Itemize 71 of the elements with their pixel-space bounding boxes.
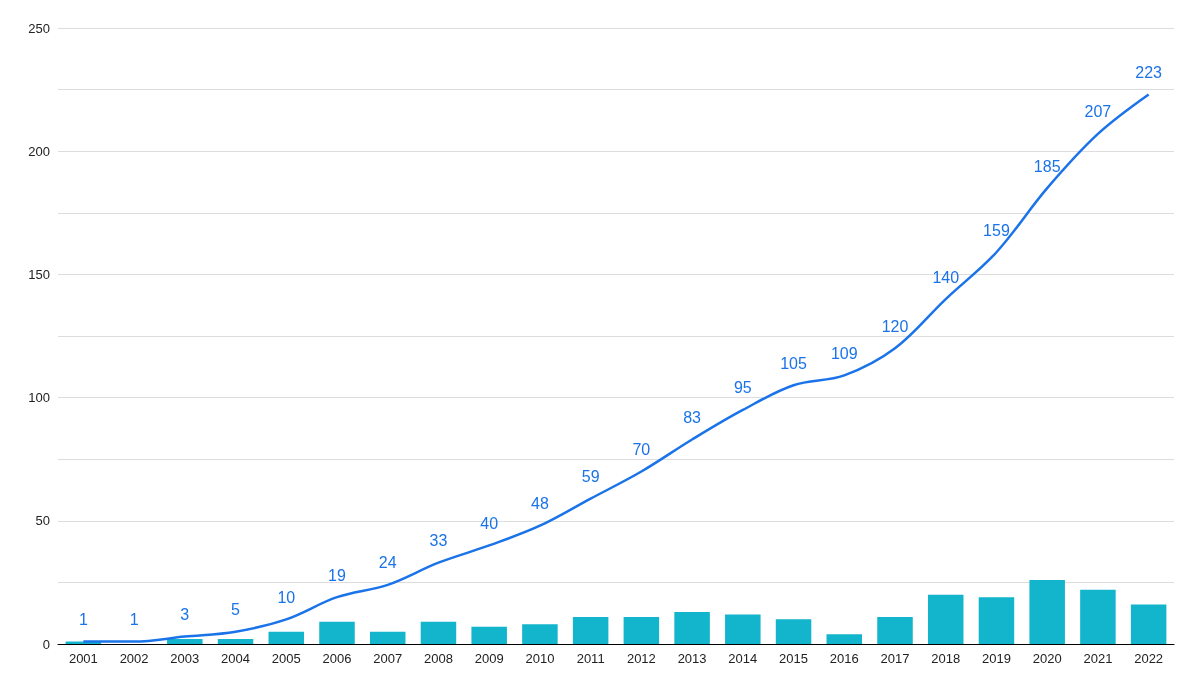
x-tick-label: 2014: [728, 651, 758, 666]
data-label: 33: [429, 532, 448, 550]
bar: [572, 616, 609, 644]
x-tick-label: 2006: [322, 651, 352, 666]
bar: [877, 616, 913, 644]
data-label: 59: [581, 468, 600, 486]
x-tick-label: 2004: [221, 651, 251, 666]
data-label: 3: [180, 606, 190, 624]
data-label: 40: [480, 514, 499, 532]
bar: [1130, 604, 1167, 644]
x-tick-label: 2021: [1083, 651, 1113, 666]
data-label: 95: [733, 379, 752, 397]
bar: [826, 634, 863, 644]
y-tick-label: 200: [28, 143, 50, 159]
bar: [420, 621, 457, 644]
data-label: 5: [231, 601, 241, 619]
x-tick-label: 2017: [880, 651, 910, 666]
data-label: 223: [1135, 64, 1163, 82]
x-tick-label: 2018: [931, 651, 961, 666]
data-label: 159: [983, 221, 1010, 239]
y-tick-label: 100: [28, 390, 50, 406]
bar: [471, 626, 507, 644]
x-tick-label: 2020: [1032, 651, 1062, 666]
data-label: 120: [881, 317, 909, 335]
bar: [369, 631, 406, 644]
x-tick-label: 2022: [1134, 651, 1164, 666]
x-tick-label: 2016: [829, 651, 859, 666]
bar: [167, 639, 203, 644]
data-label: 1: [78, 611, 88, 629]
x-tick-label: 2003: [170, 651, 200, 666]
bar: [725, 614, 761, 644]
data-label: 185: [1033, 157, 1061, 175]
data-label: 10: [277, 588, 296, 606]
x-tick-label: 2015: [779, 651, 809, 666]
bar: [623, 616, 660, 644]
x-tick-label: 2008: [423, 651, 453, 666]
y-tick-label: 0: [42, 636, 50, 652]
data-label: 83: [683, 408, 702, 426]
x-tick-label: 2013: [677, 651, 707, 666]
x-tick-label: 2002: [119, 651, 149, 666]
x-tick-label: 2001: [68, 651, 98, 666]
bar: [268, 631, 305, 644]
bar: [1029, 579, 1065, 644]
data-label: 24: [378, 554, 397, 572]
line-series: [82, 93, 1150, 643]
data-label: 140: [932, 268, 960, 286]
data-label: 105: [780, 354, 807, 372]
y-tick-label: 50: [35, 513, 50, 529]
x-tick-label: 2010: [525, 651, 555, 666]
x-tick-label: 2012: [626, 651, 656, 666]
data-label: 19: [328, 566, 346, 584]
x-tick-label: 2007: [373, 651, 403, 666]
x-tick-label: 2009: [474, 651, 504, 666]
x-tick-label: 2011: [576, 651, 605, 666]
data-label: 109: [830, 344, 858, 362]
bar: [978, 597, 1015, 644]
bar: [927, 594, 964, 644]
bar: [775, 619, 812, 644]
bar: [217, 639, 254, 644]
bar: [522, 624, 558, 644]
data-label: 70: [632, 441, 651, 459]
bar: [674, 611, 710, 644]
y-tick-label: 250: [28, 20, 50, 36]
data-label: 1: [129, 611, 139, 629]
data-label: 48: [531, 495, 549, 513]
x-tick-label: 2019: [981, 651, 1011, 666]
bar: [1080, 589, 1116, 644]
bar: [319, 621, 355, 644]
x-tick-label: 2005: [271, 651, 301, 666]
y-tick-label: 150: [28, 266, 50, 282]
data-label: 207: [1084, 103, 1112, 121]
